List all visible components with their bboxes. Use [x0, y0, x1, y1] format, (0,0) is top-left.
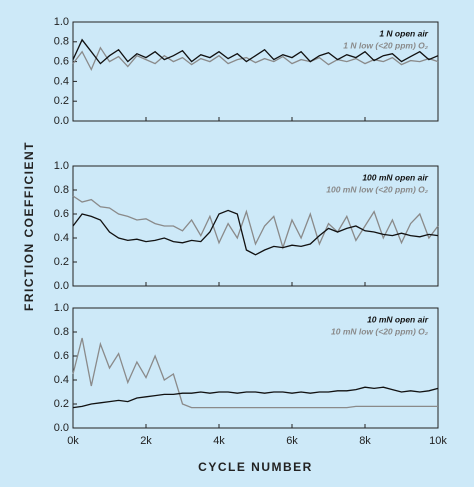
series-line	[72, 46, 439, 72]
y-tick-label: 0.8	[54, 326, 69, 338]
x-axis-label: CYCLE NUMBER	[198, 460, 313, 474]
x-tick-label: 8k	[359, 435, 371, 447]
legend-entry: 10 mN open air	[367, 314, 429, 324]
y-tick-label: 0.6	[54, 350, 69, 362]
series-line	[72, 38, 439, 65]
y-tick-label: 0.8	[54, 184, 69, 196]
y-tick-label: 1.0	[54, 302, 69, 314]
y-tick-label: 0.8	[54, 36, 69, 48]
y-tick-label: 0.2	[54, 398, 69, 410]
x-tick-label: 6k	[286, 435, 298, 447]
x-tick-label: 10k	[429, 435, 447, 447]
y-tick-label: 0.0	[54, 422, 69, 434]
legend-entry: 100 mN low (<20 ppm) O₂	[326, 184, 428, 194]
y-tick-label: 0.4	[54, 75, 69, 87]
y-tick-label: 0.6	[54, 208, 69, 220]
y-tick-label: 0.4	[54, 374, 69, 386]
y-tick-label: 0.2	[54, 256, 69, 268]
y-tick-label: 0.6	[54, 56, 69, 68]
series-line	[72, 209, 439, 256]
legend-entry: 1 N open air	[379, 28, 428, 38]
y-axis-label: FRICTION COEFFICIENT	[22, 141, 36, 311]
series-line	[72, 386, 439, 409]
y-tick-label: 0.2	[54, 95, 69, 107]
series-line	[72, 337, 438, 409]
y-tick-label: 0.0	[54, 280, 69, 292]
plot-frame	[72, 307, 439, 429]
y-tick-label: 1.0	[54, 160, 69, 172]
legend-entry: 1 N low (<20 ppm) O₂	[343, 40, 428, 50]
y-tick-label: 0.4	[54, 232, 69, 244]
plot-frame	[72, 21, 439, 122]
y-tick-label: 0.0	[54, 115, 69, 127]
x-tick-label: 0k	[67, 435, 79, 447]
legend-entry: 10 mN low (<20 ppm) O₂	[331, 326, 429, 336]
legend-entry: 100 mN open air	[362, 172, 428, 182]
x-tick-label: 4k	[213, 435, 225, 447]
series-line	[72, 195, 439, 250]
x-tick-label: 2k	[140, 435, 152, 447]
y-tick-label: 1.0	[54, 16, 69, 28]
